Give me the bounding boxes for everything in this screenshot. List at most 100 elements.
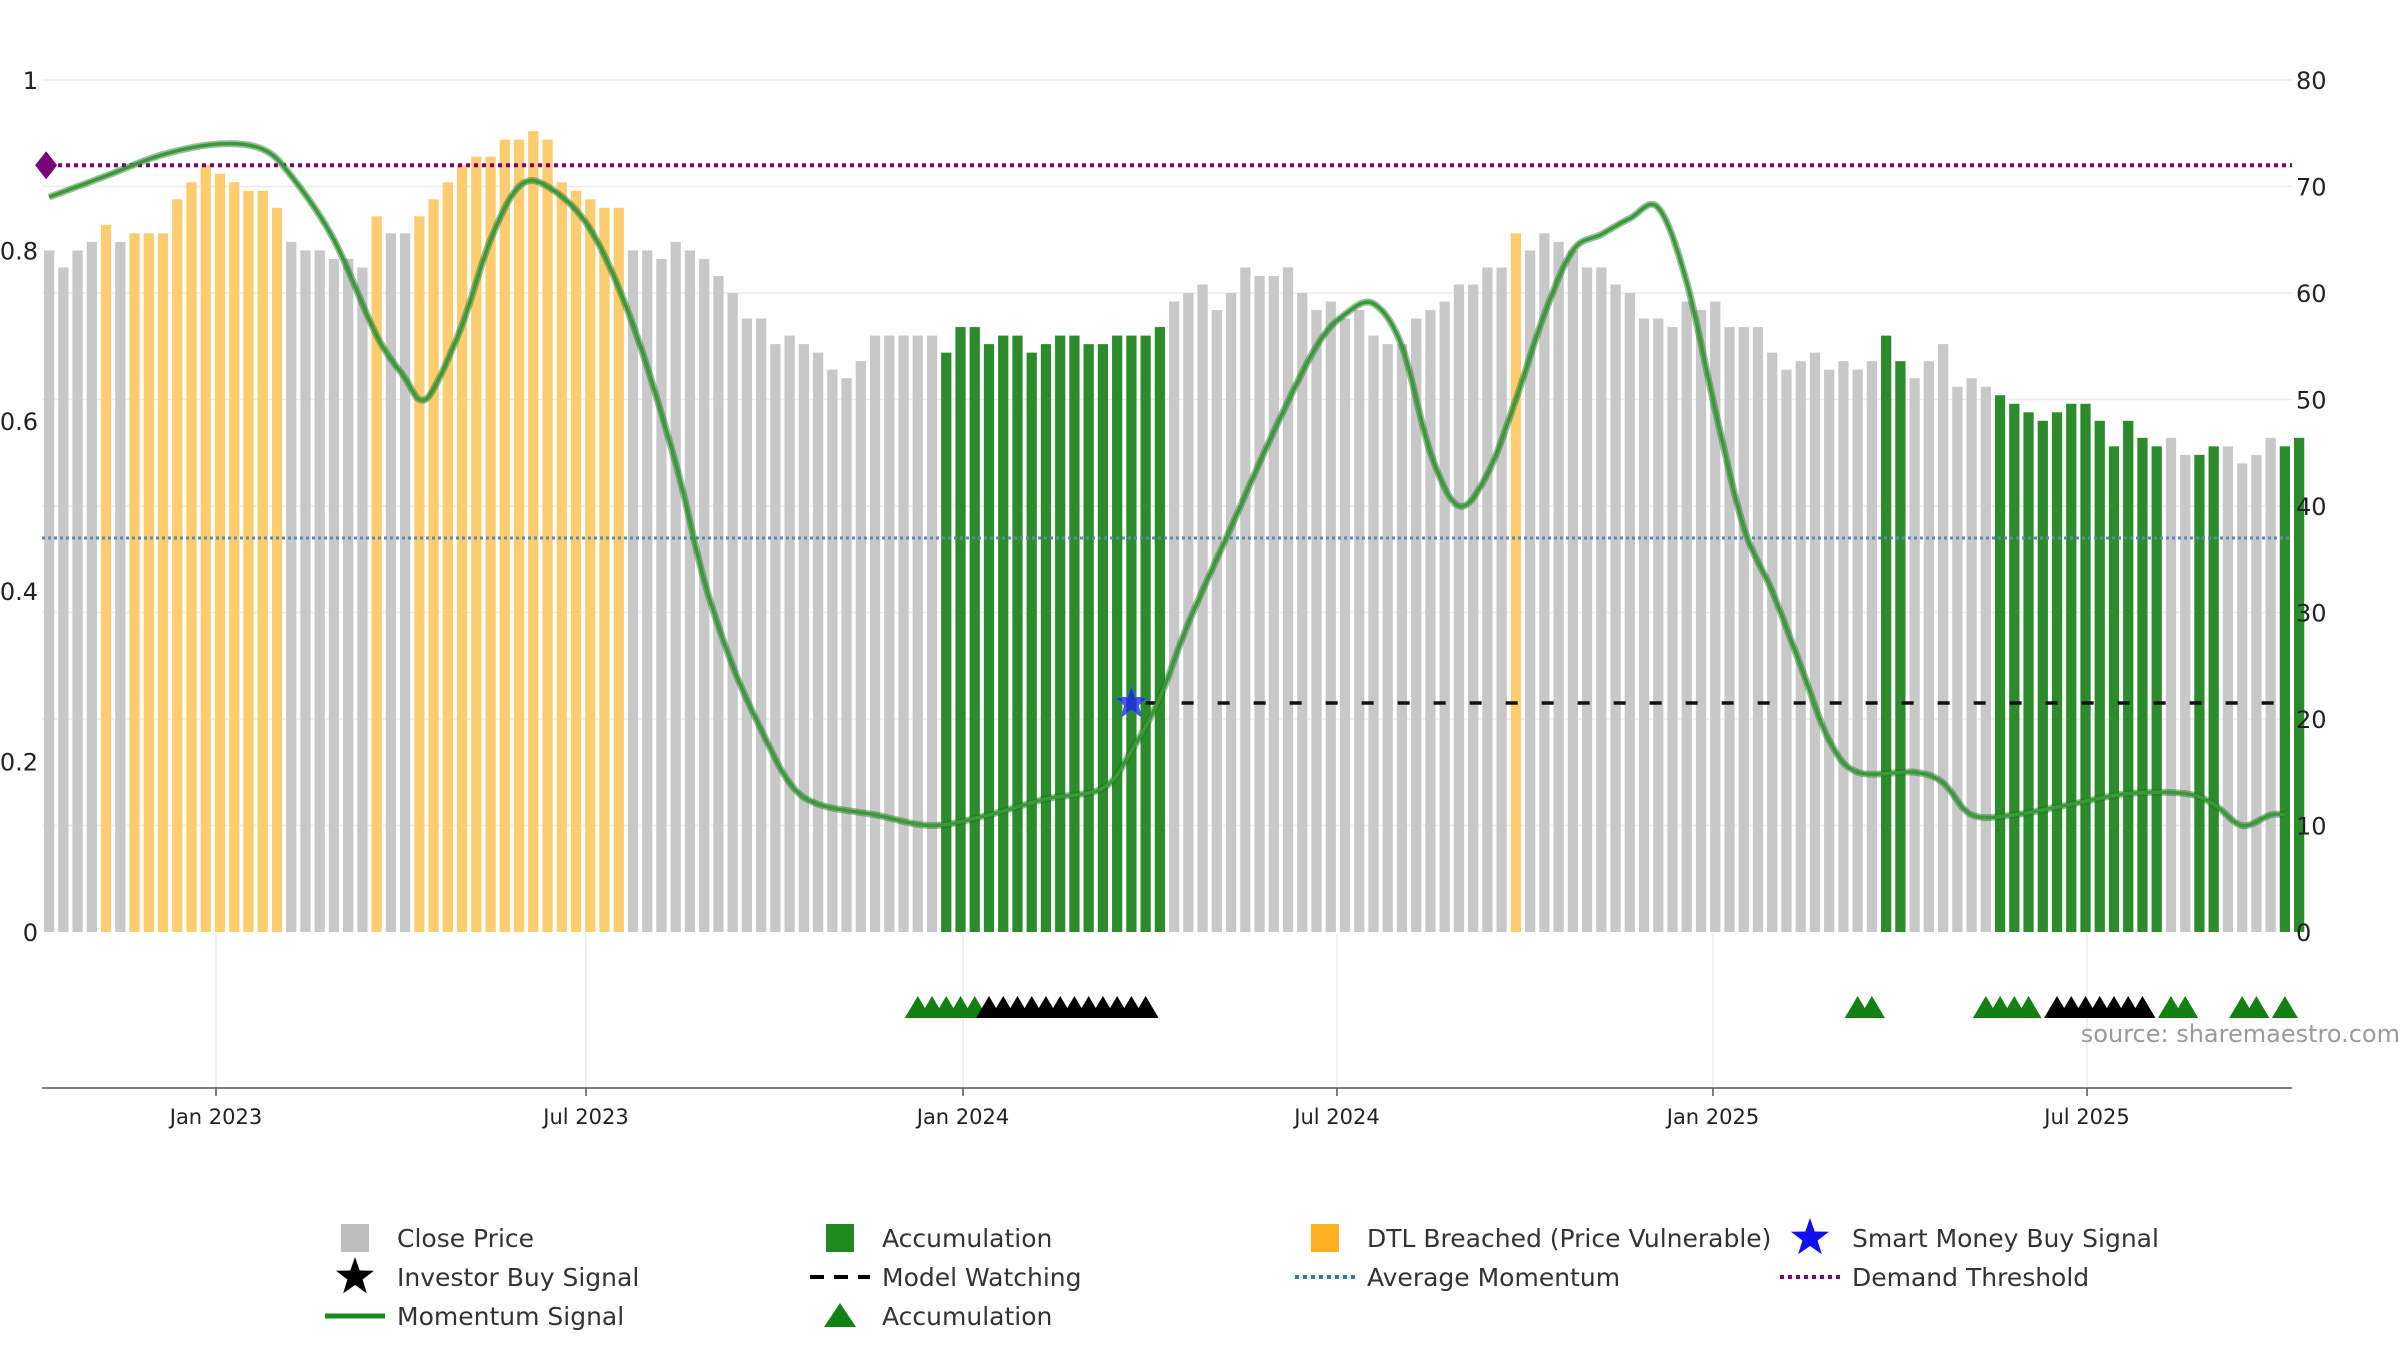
bar-acc	[2051, 412, 2063, 932]
bar-dtl	[129, 233, 140, 933]
legend-label: Accumulation	[882, 1302, 1052, 1331]
bar-acc	[1040, 344, 1052, 932]
bar-price	[1539, 233, 1550, 933]
bar-price	[72, 250, 83, 932]
legend-item-model-watching: Model Watching	[810, 1263, 1082, 1292]
bar-price	[1923, 361, 1934, 932]
left-tick-label: 0.6	[0, 408, 38, 436]
bar-acc	[2151, 446, 2162, 932]
legend-label: Model Watching	[882, 1263, 1082, 1292]
bar-price	[1168, 301, 1180, 932]
legend-triangle-icon	[824, 1303, 856, 1327]
bar-price	[741, 318, 753, 932]
bar-price	[1781, 369, 1792, 932]
bar-acc	[1012, 335, 1023, 933]
bar-dtl	[186, 182, 197, 933]
right-tick-label: 20	[2296, 706, 2327, 734]
bar-price	[884, 335, 895, 933]
bar-dtl	[257, 190, 268, 932]
legend-item-dtl-breached: DTL Breached (Price Vulnerable)	[1311, 1224, 1771, 1253]
bar-price	[627, 250, 639, 932]
bar-price	[841, 378, 852, 932]
bar-price	[827, 369, 838, 932]
bar-price	[1439, 301, 1450, 932]
bar-price	[1653, 318, 1664, 932]
left-tick-label: 0.8	[0, 237, 38, 265]
bar-price	[1567, 250, 1578, 932]
right-tick-label: 80	[2296, 67, 2327, 95]
bar-dtl	[599, 207, 610, 933]
bar-price	[1809, 352, 1821, 932]
bar-price	[1980, 386, 1991, 933]
demand-threshold-marker	[35, 151, 58, 180]
bar-price	[400, 233, 411, 933]
bar-price	[1952, 386, 1963, 933]
bar-price	[855, 361, 866, 932]
bar-price	[2251, 454, 2262, 932]
bar-price	[343, 258, 354, 932]
bar-acc	[2094, 420, 2105, 932]
bar-acc	[955, 327, 966, 933]
legend-item-smart-money: Smart Money Buy Signal	[1791, 1218, 2159, 1255]
bar-acc	[2293, 437, 2305, 932]
bar-acc	[941, 352, 952, 932]
bar-dtl	[471, 156, 482, 932]
legend: Close Price Accumulation DTL Breached (Pri…	[325, 1218, 2159, 1331]
bar-dtl	[100, 224, 112, 933]
bar-dtl	[542, 139, 553, 932]
legend-label: Momentum Signal	[397, 1302, 624, 1331]
bar-price	[1795, 361, 1806, 932]
bar-price	[1496, 267, 1507, 932]
bar-price	[2237, 463, 2248, 932]
legend-item-average-momentum: Average Momentum	[1295, 1263, 1620, 1292]
bar-price	[1453, 284, 1465, 933]
legend-label: Smart Money Buy Signal	[1852, 1224, 2159, 1253]
markers-layer	[35, 151, 2298, 1018]
bar-dtl	[243, 190, 254, 932]
legend-label: DTL Breached (Price Vulnerable)	[1367, 1224, 1771, 1253]
bar-dtl	[229, 182, 240, 933]
bar-price	[1624, 293, 1635, 932]
bar-price	[1211, 310, 1222, 932]
legend-star-icon	[1791, 1218, 1829, 1255]
bar-acc	[1083, 344, 1094, 932]
bar-dtl	[585, 199, 596, 932]
bar-price	[784, 335, 795, 933]
bar-price	[699, 258, 710, 932]
bar-dtl	[157, 233, 169, 933]
bar-acc	[1895, 361, 1906, 932]
bar-acc	[2023, 412, 2034, 932]
x-tick-label: Jul 2023	[541, 1105, 628, 1129]
bar-acc	[2066, 403, 2077, 932]
bar-price	[1596, 267, 1607, 932]
bar-price	[656, 258, 667, 932]
bar-price	[1852, 369, 1863, 932]
bar-price	[357, 267, 368, 932]
bar-price	[314, 250, 325, 932]
bar-dtl	[456, 165, 468, 932]
x-tick-label: Jul 2025	[2042, 1105, 2129, 1129]
bar-acc	[1097, 344, 1109, 932]
bar-price	[1638, 318, 1650, 932]
bar-price	[1197, 284, 1208, 933]
bar-price	[1838, 361, 1849, 932]
left-tick-label: 0	[23, 919, 38, 947]
axis-layer: 0 10 20 30 40 50 60 70 80 0 0.2 0.4 0.6 0.8 1 Jan 2023 J…	[0, 67, 2327, 1129]
bar-price	[1667, 327, 1678, 933]
smart-money-buy-star	[1113, 684, 1149, 718]
bar-price	[812, 352, 824, 932]
bar-dtl	[172, 199, 183, 932]
bar-acc	[998, 335, 1009, 933]
bar-price	[684, 250, 696, 932]
bar-acc	[1154, 327, 1166, 933]
bar-acc	[2194, 454, 2205, 932]
bar-acc	[983, 344, 995, 932]
bar-dtl	[371, 216, 382, 932]
bar-price	[2265, 437, 2276, 932]
bar-price	[713, 275, 724, 933]
bar-dtl	[513, 139, 525, 932]
bar-acc	[1126, 335, 1137, 933]
right-tick-label: 70	[2296, 174, 2327, 202]
